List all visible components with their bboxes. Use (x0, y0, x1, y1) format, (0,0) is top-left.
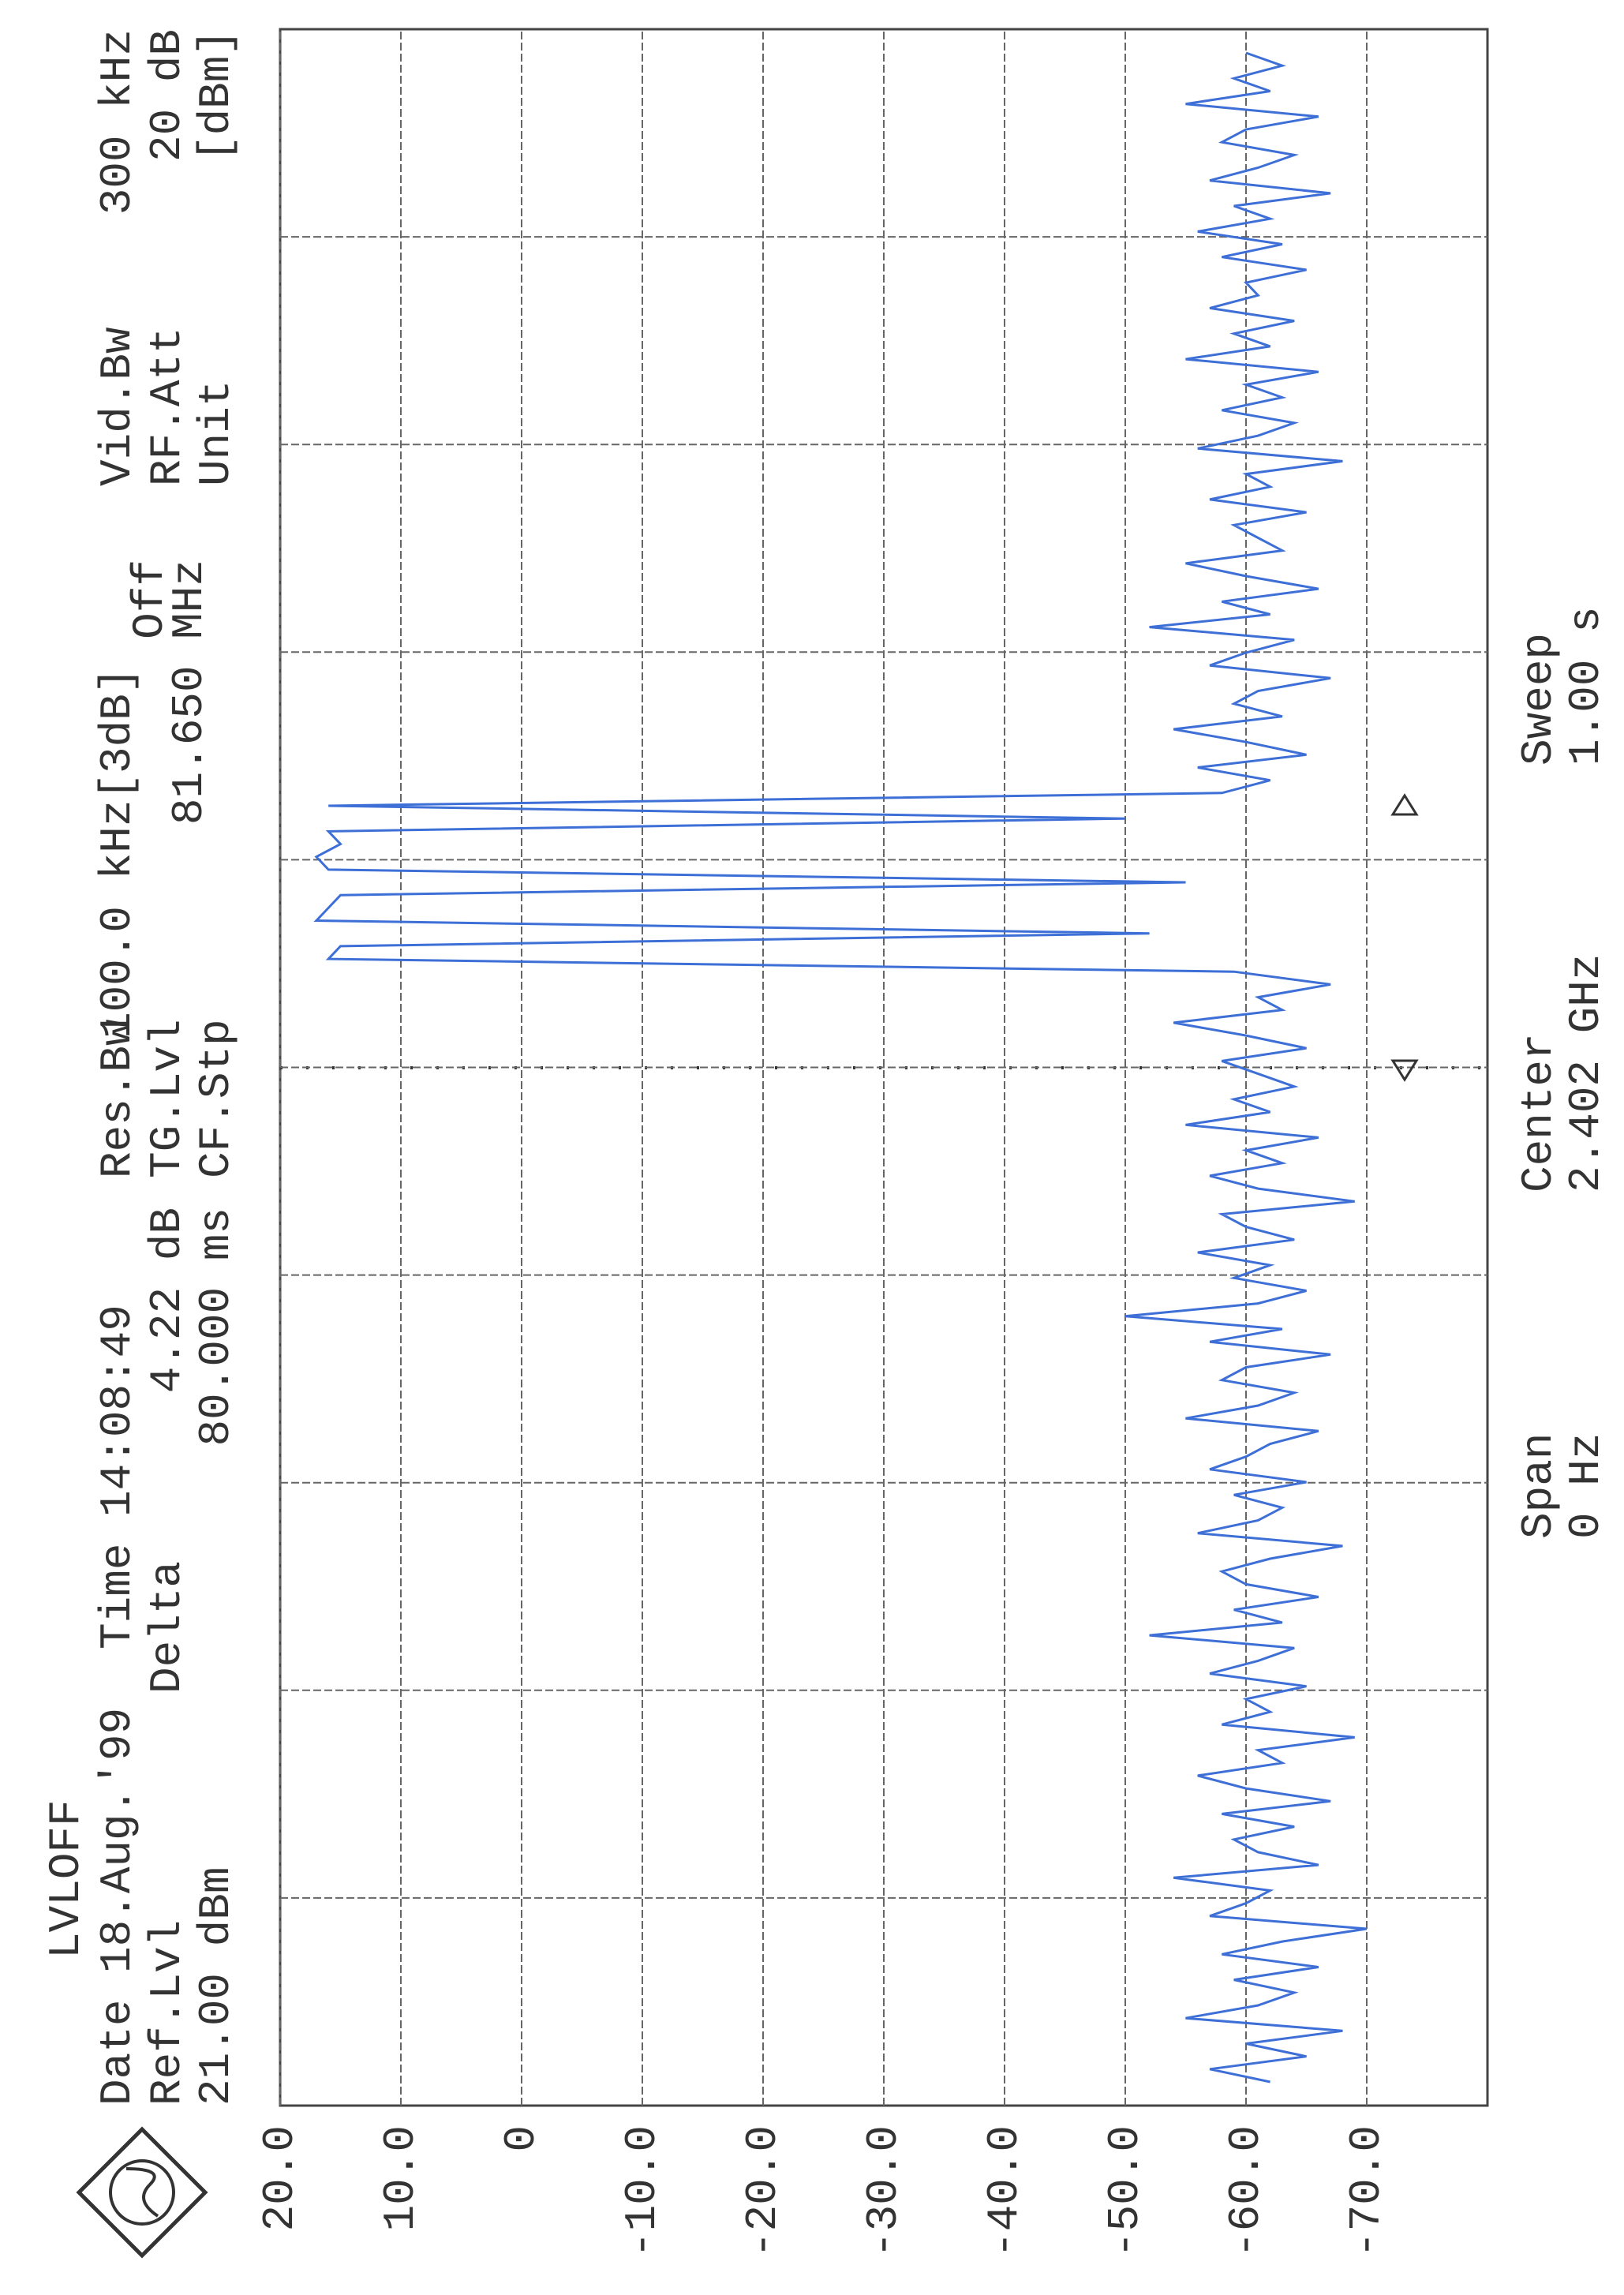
y-tick-label: 10.0 (376, 2125, 426, 2231)
unit-label: Unit (191, 380, 241, 486)
cf-label: CF.Stp (191, 1019, 241, 1178)
tg-value: Off (125, 560, 175, 639)
tg-label: TG.Lvl (142, 1019, 193, 1178)
y-tick-label: 0 (496, 2125, 547, 2152)
y-tick-label: -30.0 (859, 2125, 909, 2258)
mode: LVLOFF (41, 1799, 92, 1959)
delta-time: 80.000 ms (191, 1207, 241, 1446)
sweep-label: Sweep (1514, 633, 1564, 766)
vid-bw-value: 300 kHz (92, 29, 143, 215)
sweep-value: 1.00 s (1561, 606, 1611, 766)
delta-marker (1390, 793, 1419, 816)
center-value: 2.402 GHz (1561, 954, 1611, 1192)
delta-level: 4.22 dB (142, 1207, 193, 1393)
center-label: Center (1514, 1033, 1564, 1192)
vid-bw-label: Vid.Bw (92, 327, 143, 486)
cf-value: 81.650 MHz (164, 560, 215, 825)
time: Time 14:08:49 (92, 1305, 143, 1649)
rf-att-label: RF.Att (142, 327, 193, 486)
y-tick-label: -60.0 (1221, 2125, 1271, 2258)
marker-1 (1390, 1059, 1419, 1082)
delta-label: Delta (142, 1561, 193, 1694)
y-tick-label: -40.0 (979, 2125, 1030, 2258)
logo (76, 2126, 208, 2259)
rf-att-value: 20 dB (142, 29, 193, 162)
y-tick-label: -50.0 (1100, 2125, 1151, 2258)
y-tick-label: -10.0 (617, 2125, 668, 2258)
span-value: 0 Hz (1561, 1433, 1611, 1539)
ref-value: 21.00 dBm (191, 1867, 241, 2106)
date: Date 18.Aug.'99 (92, 1708, 143, 2106)
span-label: Span (1514, 1433, 1564, 1539)
ref-label: Ref.Lvl (142, 1920, 193, 2106)
rotated-printout: LVLOFF Date 18.Aug.'99 Time 14:08:49 Ref… (41, 28, 1611, 2259)
y-tick-label: 20.0 (255, 2125, 305, 2231)
y-tick-label: -20.0 (738, 2125, 788, 2258)
unit-value: [dBm] (191, 29, 241, 162)
res-bw-label: Res.Bw (92, 1019, 143, 1178)
y-tick-label: -70.0 (1341, 2125, 1392, 2258)
trace (313, 51, 1368, 2083)
res-bw-value: 100.0 kHz[3dB] (92, 668, 143, 1039)
